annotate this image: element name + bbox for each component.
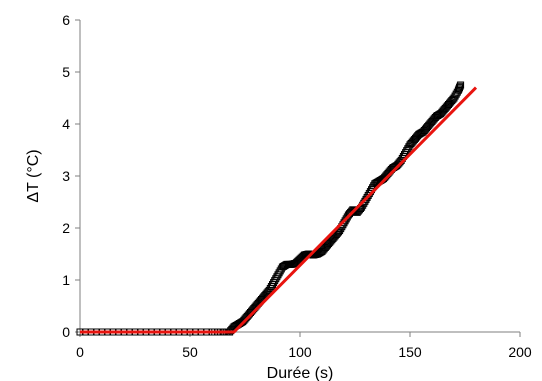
y-tick-label: 5: [62, 64, 70, 80]
x-tick-label: 150: [398, 344, 422, 360]
y-tick-label: 2: [62, 220, 70, 236]
x-tick-label: 0: [76, 344, 84, 360]
x-tick-label: 50: [182, 344, 198, 360]
data-point: [457, 81, 465, 89]
x-tick-label: 100: [288, 344, 312, 360]
y-axis-label: ΔT (°C): [25, 149, 42, 202]
y-tick-label: 3: [62, 168, 70, 184]
tick-labels: 0 50 100 150 200 0 1 2 3 4 5 6: [62, 12, 532, 360]
y-tick-label: 1: [62, 272, 70, 288]
y-tick-label: 4: [62, 116, 70, 132]
data-point: [456, 82, 464, 90]
x-axis-label: Durée (s): [267, 365, 334, 381]
y-tick-label: 6: [62, 12, 70, 28]
axes: [75, 19, 521, 337]
fit-series: [80, 86, 478, 334]
fit-line: [80, 86, 478, 334]
x-tick-label: 200: [508, 344, 532, 360]
y-tick-label: 0: [62, 324, 70, 340]
